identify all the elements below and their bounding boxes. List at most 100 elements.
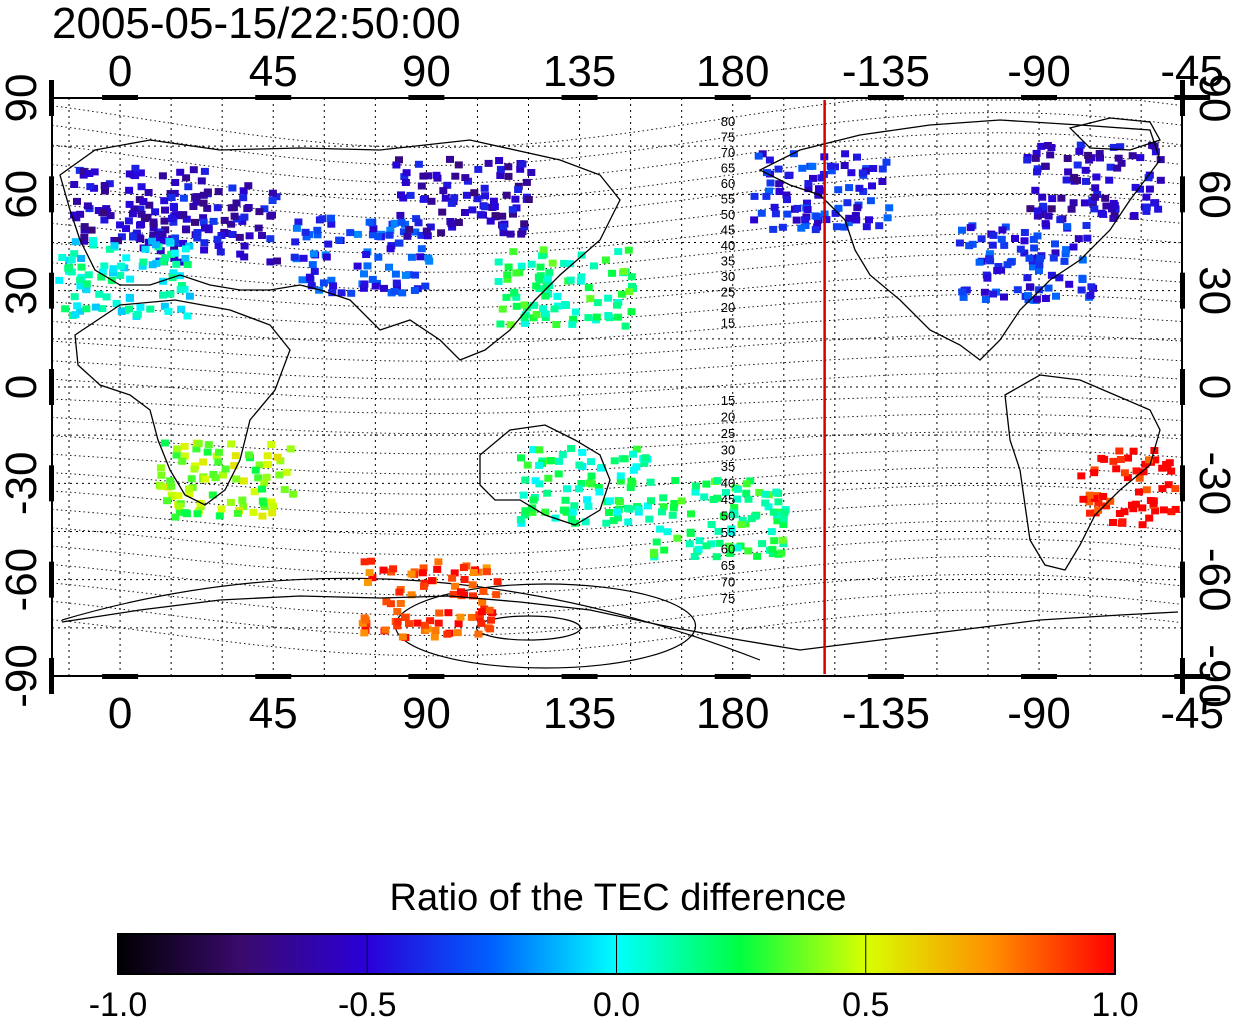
tec-pixel (273, 453, 282, 461)
tec-pixel (687, 510, 695, 518)
tec-pixel (401, 179, 410, 186)
tec-pixel (762, 192, 771, 200)
tec-pixel (567, 515, 576, 523)
tec-pixel (521, 507, 530, 515)
tec-pixel (1038, 193, 1047, 201)
tec-pixel (485, 606, 494, 614)
tec-pixel (235, 233, 244, 241)
tec-pixel (1083, 234, 1092, 242)
tec-pixel (858, 169, 867, 177)
tec-pixel (239, 503, 248, 511)
tec-pixel (966, 224, 975, 232)
tec-pixel (494, 258, 503, 266)
tec-pixel (411, 271, 420, 279)
y-tick-mark-left (49, 272, 54, 309)
tec-pixel (690, 553, 699, 560)
tec-pixel (568, 320, 577, 328)
tec-pixel (1044, 284, 1053, 292)
contour-label-north: 45 (721, 223, 735, 238)
tec-pixel (700, 493, 709, 501)
tec-pixel (1128, 152, 1137, 160)
tec-pixel (191, 193, 200, 201)
tec-pixel (1052, 292, 1060, 300)
tec-pixel (159, 237, 168, 245)
tec-pixel (539, 246, 548, 254)
tec-pixel (217, 505, 226, 513)
tec-pixel (586, 295, 595, 303)
tec-pixel (981, 296, 990, 303)
tec-pixel (777, 549, 786, 557)
x-tick-label-bottom: -90 (1007, 689, 1071, 738)
tec-pixel (446, 155, 454, 163)
tec-pixel (552, 321, 561, 328)
tec-pixel (852, 216, 861, 224)
tec-pixel (268, 197, 277, 204)
tec-pixel (709, 496, 718, 503)
tec-pixel (126, 275, 135, 283)
tec-pixel (368, 574, 377, 582)
contour-label-north: 70 (721, 145, 735, 160)
tec-pixel (1013, 286, 1022, 294)
tec-pixel (775, 188, 784, 195)
tec-pixel (571, 519, 580, 527)
pole-contour-inner (475, 615, 582, 641)
tec-pixel (560, 301, 569, 308)
tec-pixel (1035, 261, 1044, 269)
tec-pixel (201, 224, 209, 232)
tec-pixel (70, 211, 78, 219)
tec-pixel (532, 282, 541, 290)
tec-pixel (106, 212, 115, 220)
tec-pixel (744, 495, 753, 503)
tec-pixel (353, 262, 362, 270)
tec-pixel (685, 540, 694, 548)
tec-pixel (750, 192, 759, 200)
tec-pixel (73, 302, 82, 310)
tec-pixel (627, 308, 636, 316)
tec-pixel (76, 307, 85, 315)
tec-pixel (1124, 454, 1132, 462)
tec-pixel (479, 587, 488, 595)
tec-pixel (109, 269, 117, 277)
tec-pixel (726, 549, 735, 557)
tec-pixel (750, 216, 759, 224)
tec-pixel (584, 502, 593, 510)
tec-pixel (176, 168, 185, 176)
tec-pixel (228, 184, 237, 192)
tec-pixel (988, 241, 997, 249)
tec-pixel (663, 528, 672, 536)
tec-pixel (798, 164, 807, 172)
tec-pixel (1034, 207, 1042, 215)
tec-pixel (962, 286, 971, 294)
tec-pixel (411, 228, 420, 236)
tec-pixel (128, 210, 137, 218)
y-tick-label-left: -30 (0, 452, 46, 516)
tec-pixel (834, 186, 843, 194)
tec-pixel (1142, 193, 1151, 201)
x-tick-label-top: 45 (249, 47, 298, 96)
tec-pixel (191, 218, 199, 226)
tec-pixel (264, 460, 272, 468)
tec-pixel (406, 191, 415, 199)
tec-pixel (702, 542, 711, 550)
contour-line (51, 520, 1183, 556)
tec-pixel (494, 278, 503, 285)
tec-pixel (780, 508, 789, 516)
tec-pixel (313, 226, 322, 234)
tec-pixel (322, 253, 331, 261)
tec-pixel (1065, 280, 1074, 288)
tec-pixel (407, 253, 416, 261)
tec-pixel (644, 502, 652, 510)
tec-pixel (1020, 229, 1029, 236)
tec-pixel (260, 479, 269, 487)
y-tick-mark-left (49, 658, 54, 694)
tec-pixel (527, 169, 536, 176)
tec-pixel (875, 222, 884, 230)
tec-pixel (125, 305, 133, 313)
tec-pixel (168, 215, 176, 222)
contour-label-north: 15 (721, 316, 735, 331)
y-tick-mark-right (1180, 80, 1185, 116)
tec-pixel (258, 512, 267, 520)
tec-pixel (1094, 499, 1103, 507)
tec-pixel (566, 276, 575, 284)
tec-pixel (1084, 151, 1093, 159)
